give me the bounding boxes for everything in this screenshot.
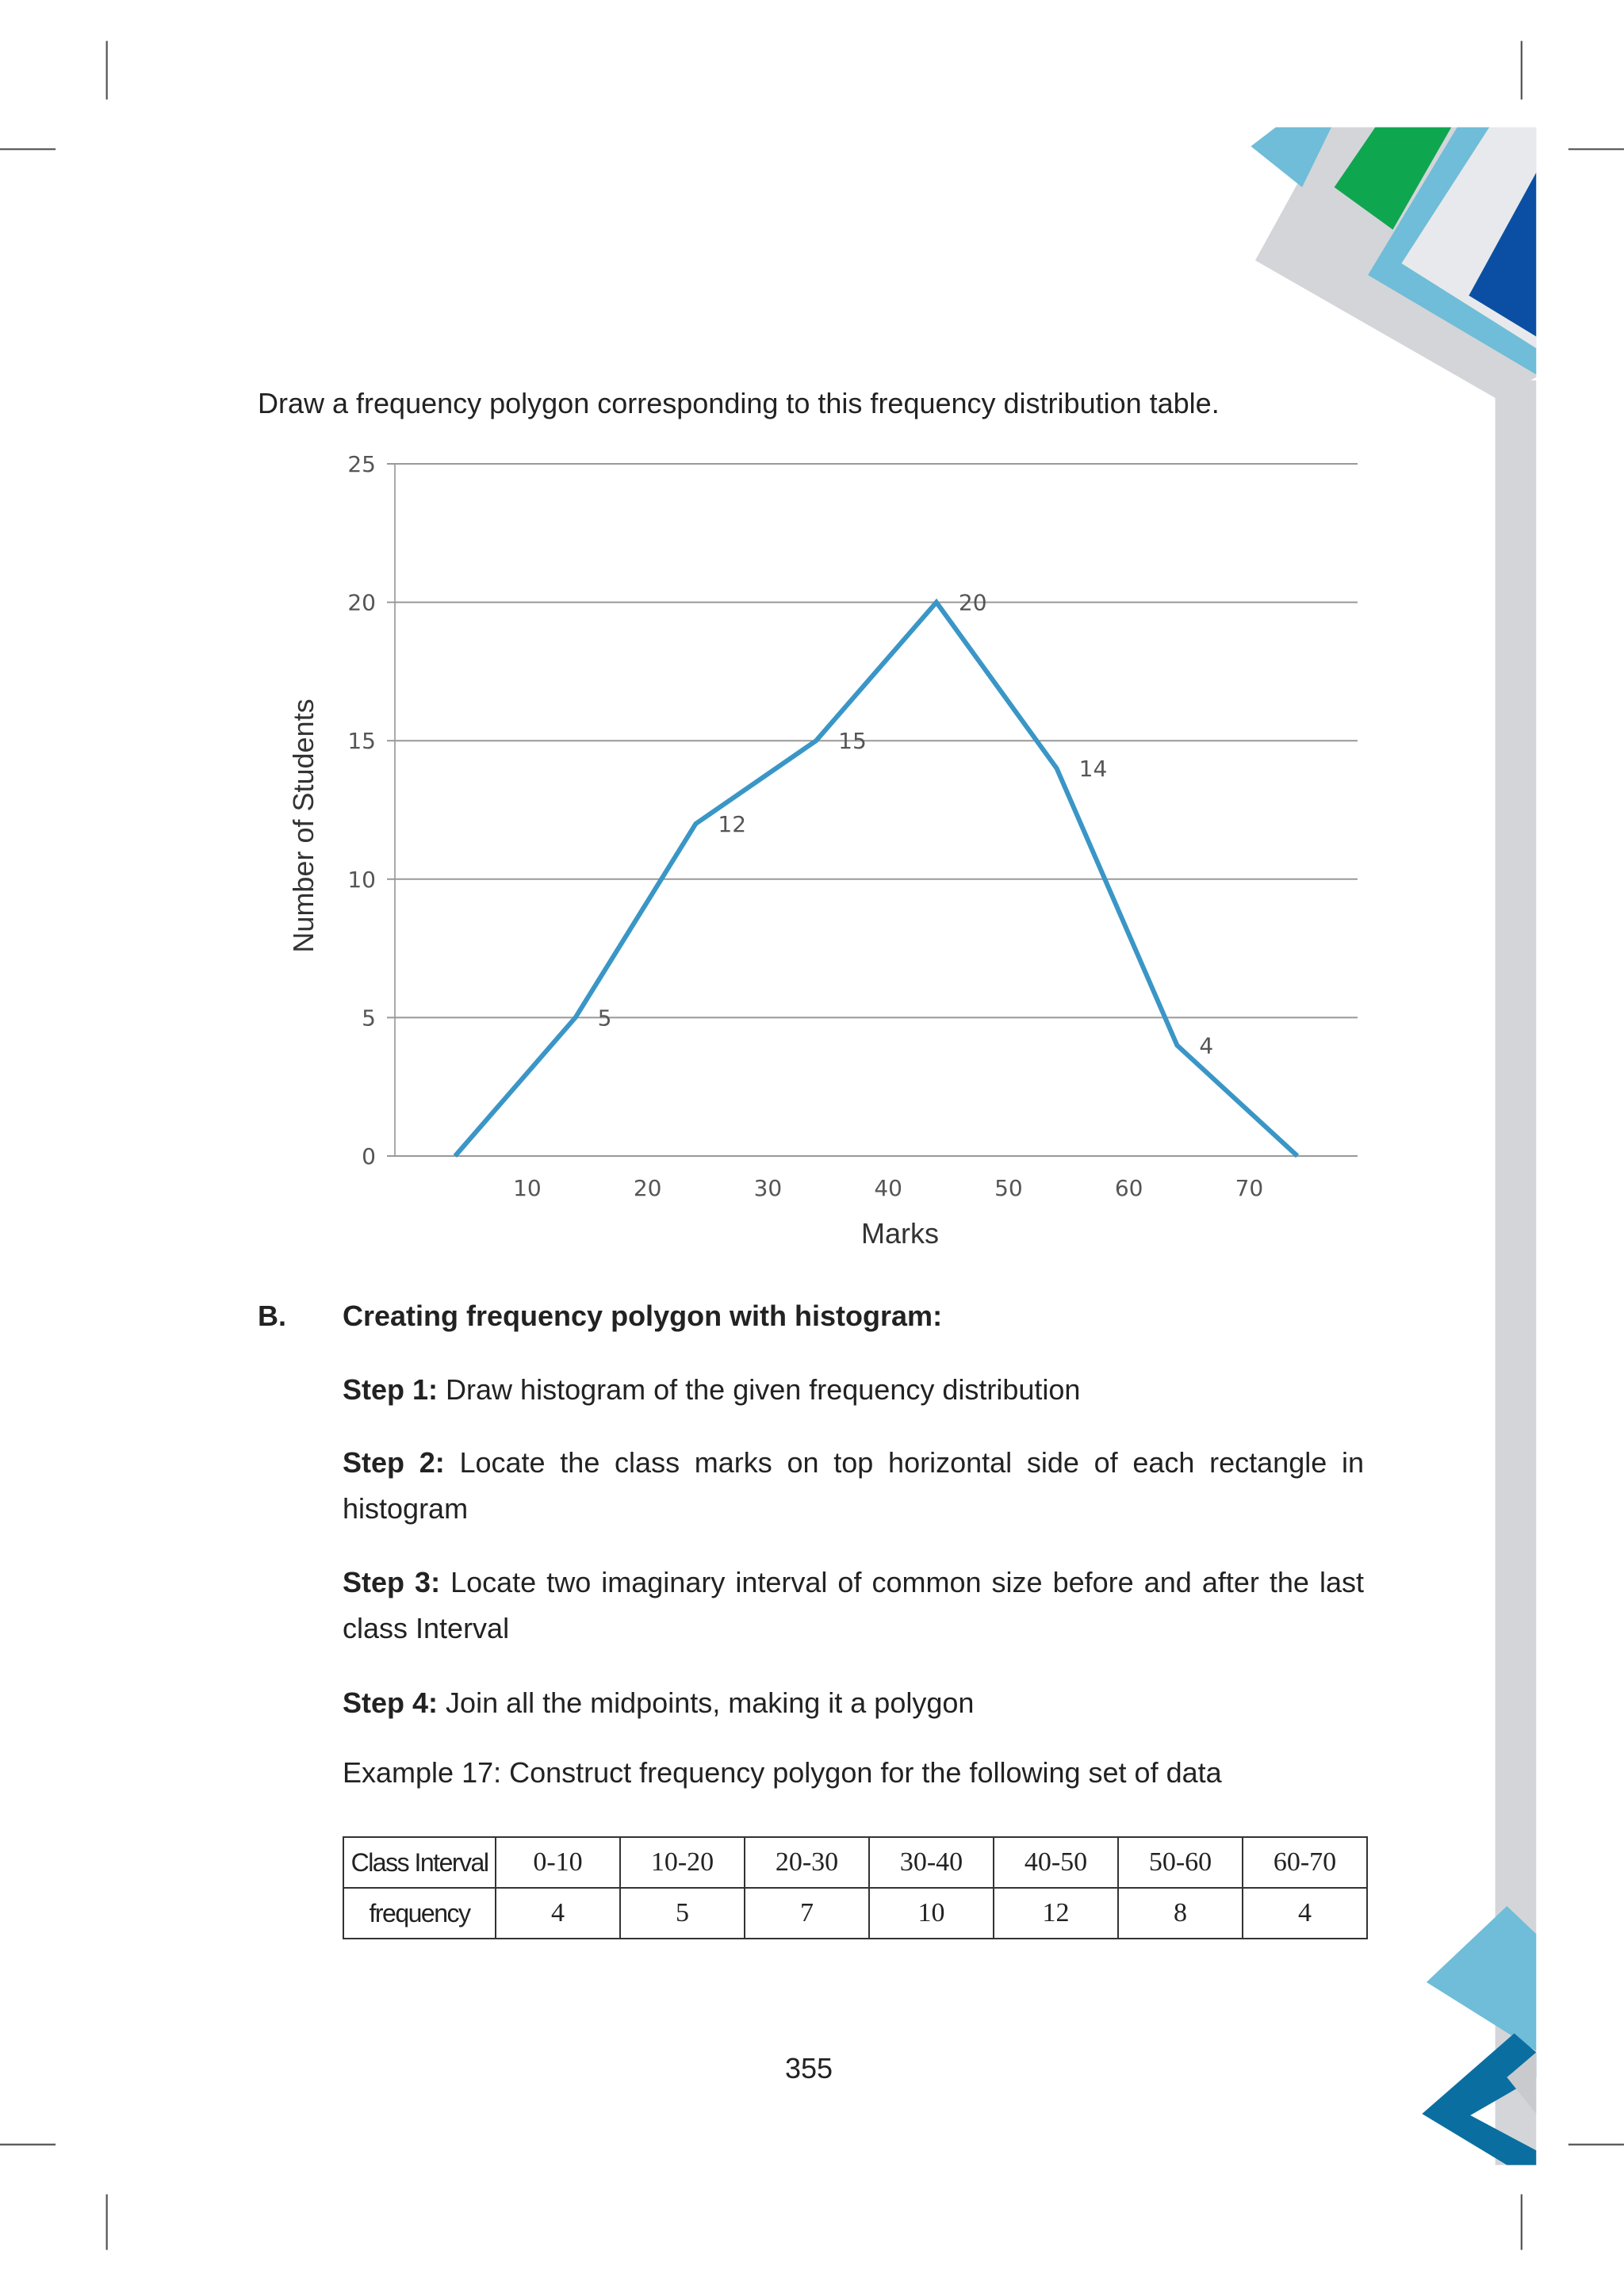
section-title: Creating frequency polygon with histogra… — [343, 1300, 943, 1332]
table-cell: 40-50 — [993, 1836, 1119, 1889]
table-cell: 4 — [495, 1887, 621, 1939]
x-axis-label: Marks — [861, 1217, 939, 1250]
step: Step 3: Locate two imaginary interval of… — [343, 1560, 1364, 1652]
y-axis-label: Number of Students — [287, 699, 320, 952]
x-tick-label: 10 — [513, 1175, 542, 1201]
chart: 0 5 10 15 20 25 10 20 30 40 50 60 70 Marks Number of S… — [287, 451, 1358, 1250]
data-label: 14 — [1079, 756, 1108, 782]
x-tick-label: 50 — [994, 1175, 1023, 1201]
table-cell: 60-70 — [1242, 1836, 1368, 1889]
y-tick-label: 20 — [347, 590, 376, 616]
table-cell: 50-60 — [1117, 1836, 1243, 1889]
table-cell: 30-40 — [868, 1836, 994, 1889]
table-cell: frequency — [343, 1887, 496, 1939]
data-label: 15 — [838, 728, 867, 754]
table-cell: 12 — [993, 1887, 1119, 1939]
step-label: Step 2: — [343, 1446, 445, 1479]
data-label: 12 — [718, 811, 746, 837]
step-label: Step 4: — [343, 1686, 439, 1719]
step-text: Draw histogram of the given frequency di… — [446, 1373, 1081, 1406]
table-row: frequency 4 5 7 10 12 8 4 — [343, 1887, 1368, 1939]
x-tick-label: 40 — [874, 1175, 902, 1201]
table-cell: 0-10 — [495, 1836, 621, 1889]
table-cell: 7 — [744, 1887, 870, 1939]
data-label: 4 — [1199, 1032, 1213, 1058]
y-tick-label: 5 — [362, 1005, 376, 1031]
decoration — [0, 40, 1624, 2250]
data-line — [453, 598, 1300, 1158]
step-text: Locate two imaginary interval of common … — [343, 1566, 1364, 1644]
step-text: Locate the class marks on top horizontal… — [343, 1446, 1364, 1525]
step: Step 4: Join all the midpoints, making i… — [343, 1680, 974, 1726]
y-tick-label: 10 — [347, 867, 376, 893]
table: Class Interval 0-10 10-20 20-30 30-40 40-50 50… — [343, 1836, 1368, 1939]
step: Step 1: Draw histogram of the given freq… — [343, 1367, 1080, 1413]
page-number: 355 — [785, 2052, 833, 2084]
step: Step 2: Locate the class marks on top ho… — [343, 1440, 1364, 1532]
table-cell: 5 — [619, 1887, 745, 1939]
table-cell: 10-20 — [619, 1836, 745, 1889]
x-tick-label: 20 — [634, 1175, 662, 1201]
table-cell: 4 — [1242, 1887, 1368, 1939]
y-tick-label: 0 — [362, 1143, 376, 1169]
step-label: Step 3: — [343, 1566, 441, 1598]
y-tick-label: 15 — [347, 728, 376, 754]
step-text: Join all the midpoints, making it a poly… — [446, 1686, 975, 1719]
x-tick-label: 30 — [754, 1175, 783, 1201]
x-tick-label: 70 — [1235, 1175, 1264, 1201]
y-tick-label: 25 — [347, 451, 376, 477]
intro: Draw a frequency polygon corresponding t… — [258, 387, 1220, 419]
table-cell: 8 — [1117, 1887, 1243, 1939]
data-label: 5 — [598, 1005, 612, 1031]
table-row: Class Interval 0-10 10-20 20-30 30-40 40-50 50… — [343, 1836, 1368, 1889]
data-label: 20 — [959, 590, 987, 616]
example: Example 17: Construct frequency polygon … — [343, 1756, 1222, 1789]
table-cell: 10 — [868, 1887, 994, 1939]
section-label: B. — [258, 1300, 286, 1332]
table-cell: Class Interval — [343, 1836, 496, 1889]
table-cell: 20-30 — [744, 1836, 870, 1889]
x-tick-label: 60 — [1115, 1175, 1143, 1201]
step-label: Step 1: — [343, 1373, 439, 1406]
